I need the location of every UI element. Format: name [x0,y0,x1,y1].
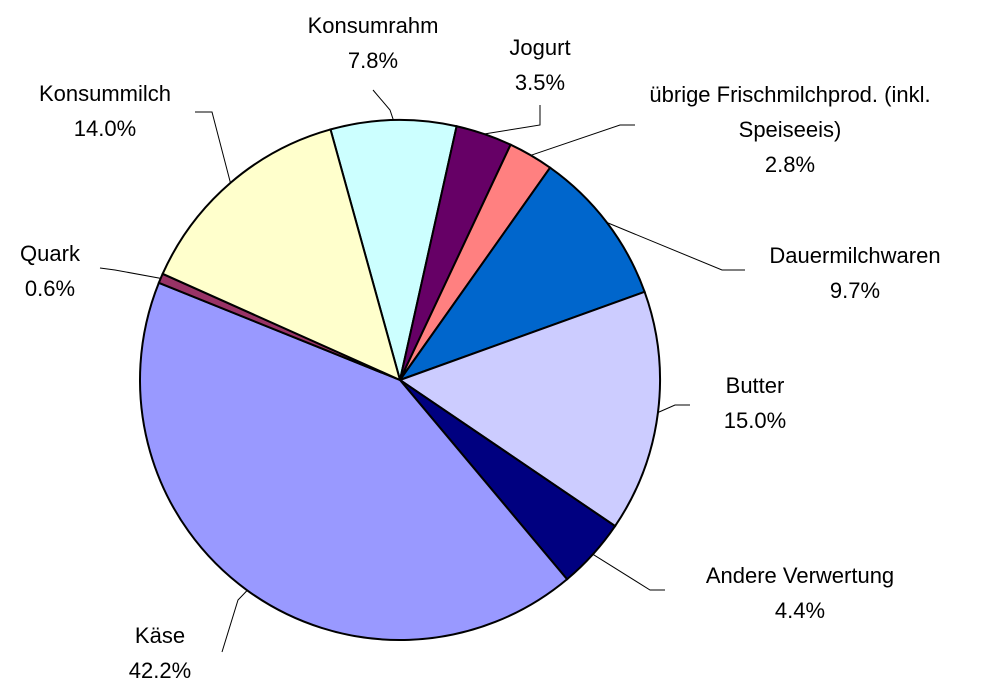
leader-line [221,590,248,653]
value-label: 3.5% [514,70,566,95]
category-label: Konsummilch [38,81,172,106]
slice-label: Konsumrahm 7.8% [253,8,493,78]
slice-label: Quark 0.6% [0,236,110,306]
category-label: Konsumrahm [307,13,439,38]
slice-label: Butter 15.0% [685,368,825,438]
leader-line [372,89,394,121]
slice-label: Konsummilch 14.0% [0,76,215,146]
category-label: Jogurt [509,35,571,60]
pie-slice [329,119,458,381]
value-label: 0.6% [24,276,76,301]
pie-slice [397,166,646,383]
slice-label: übrige Frischmilchprod. (inkl. Speiseeis… [620,77,960,182]
value-label: 4.4% [774,598,826,623]
category-label: Dauermilchwaren [769,243,941,268]
category-label: Andere Verwertung [705,563,895,588]
pie-slice [397,290,661,528]
leader-line [530,124,635,156]
value-label: 7.8% [347,48,399,73]
leader-line [592,553,665,591]
value-label: 14.0% [73,116,137,141]
slice-label: Dauermilchwaren 9.7% [735,238,975,308]
category-label: Butter [725,373,785,398]
leader-line [657,404,690,413]
leader-line [195,111,231,184]
category-label: Käse [134,623,186,648]
category-label: Quark [20,241,80,266]
value-label: 2.8% [764,152,816,177]
slice-label: Jogurt 3.5% [470,30,610,100]
value-label: 9.7% [829,278,881,303]
category-label: übrige Frischmilchprod. (inkl. Speiseeis… [649,82,931,142]
leader-line [606,222,745,271]
leader-line [484,105,541,135]
slice-label: Käse 42.2% [90,618,230,687]
value-label: 15.0% [723,408,787,433]
value-label: 42.2% [128,658,192,683]
slice-label: Andere Verwertung 4.4% [660,558,940,628]
leader-line [99,267,161,279]
